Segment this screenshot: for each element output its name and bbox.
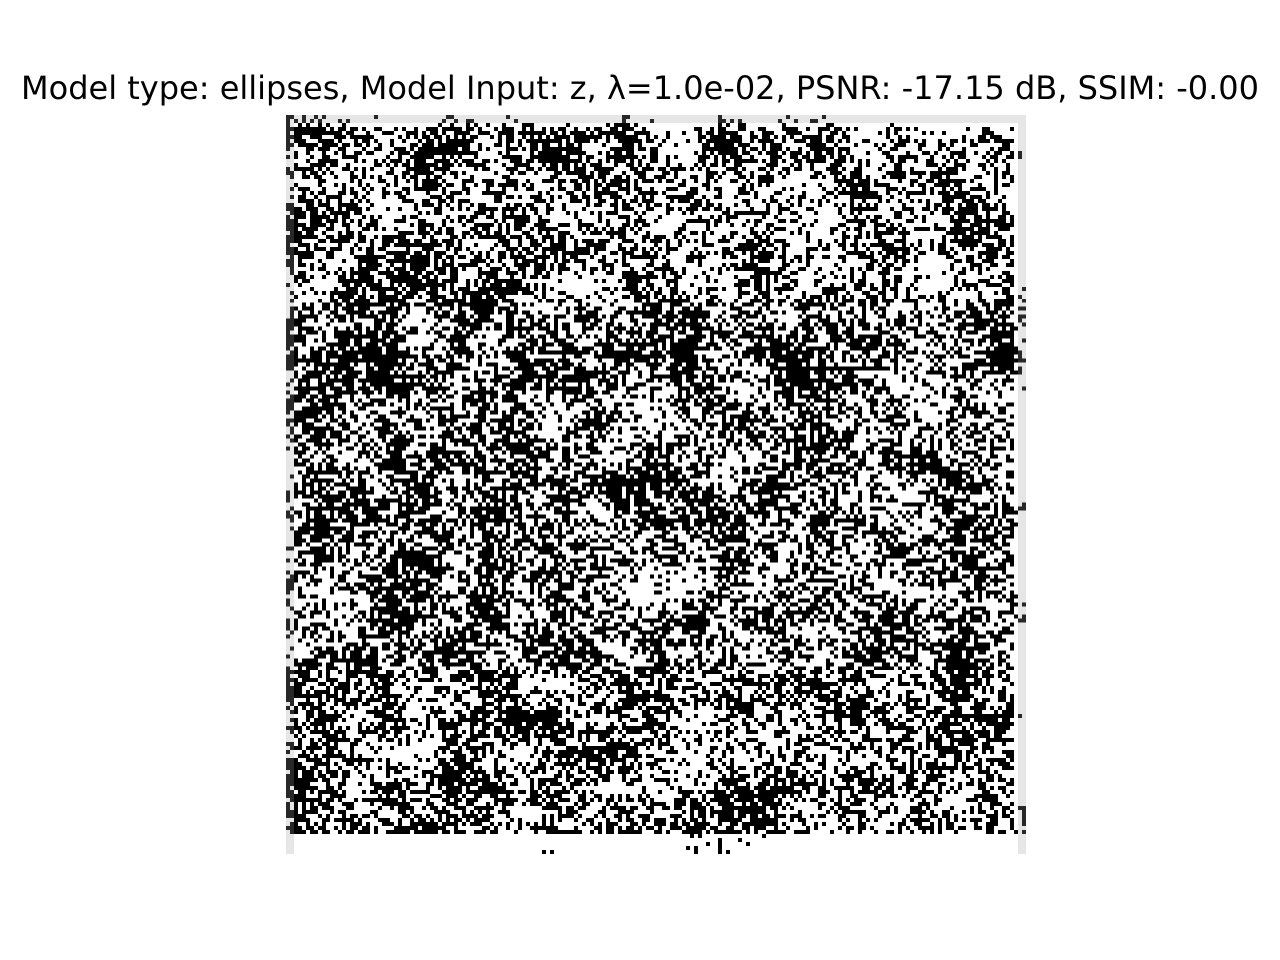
noise-canvas — [286, 115, 1026, 854]
figure-title: Model type: ellipses, Model Input: z, λ=… — [21, 69, 1259, 107]
reconstruction-image — [286, 115, 1026, 854]
